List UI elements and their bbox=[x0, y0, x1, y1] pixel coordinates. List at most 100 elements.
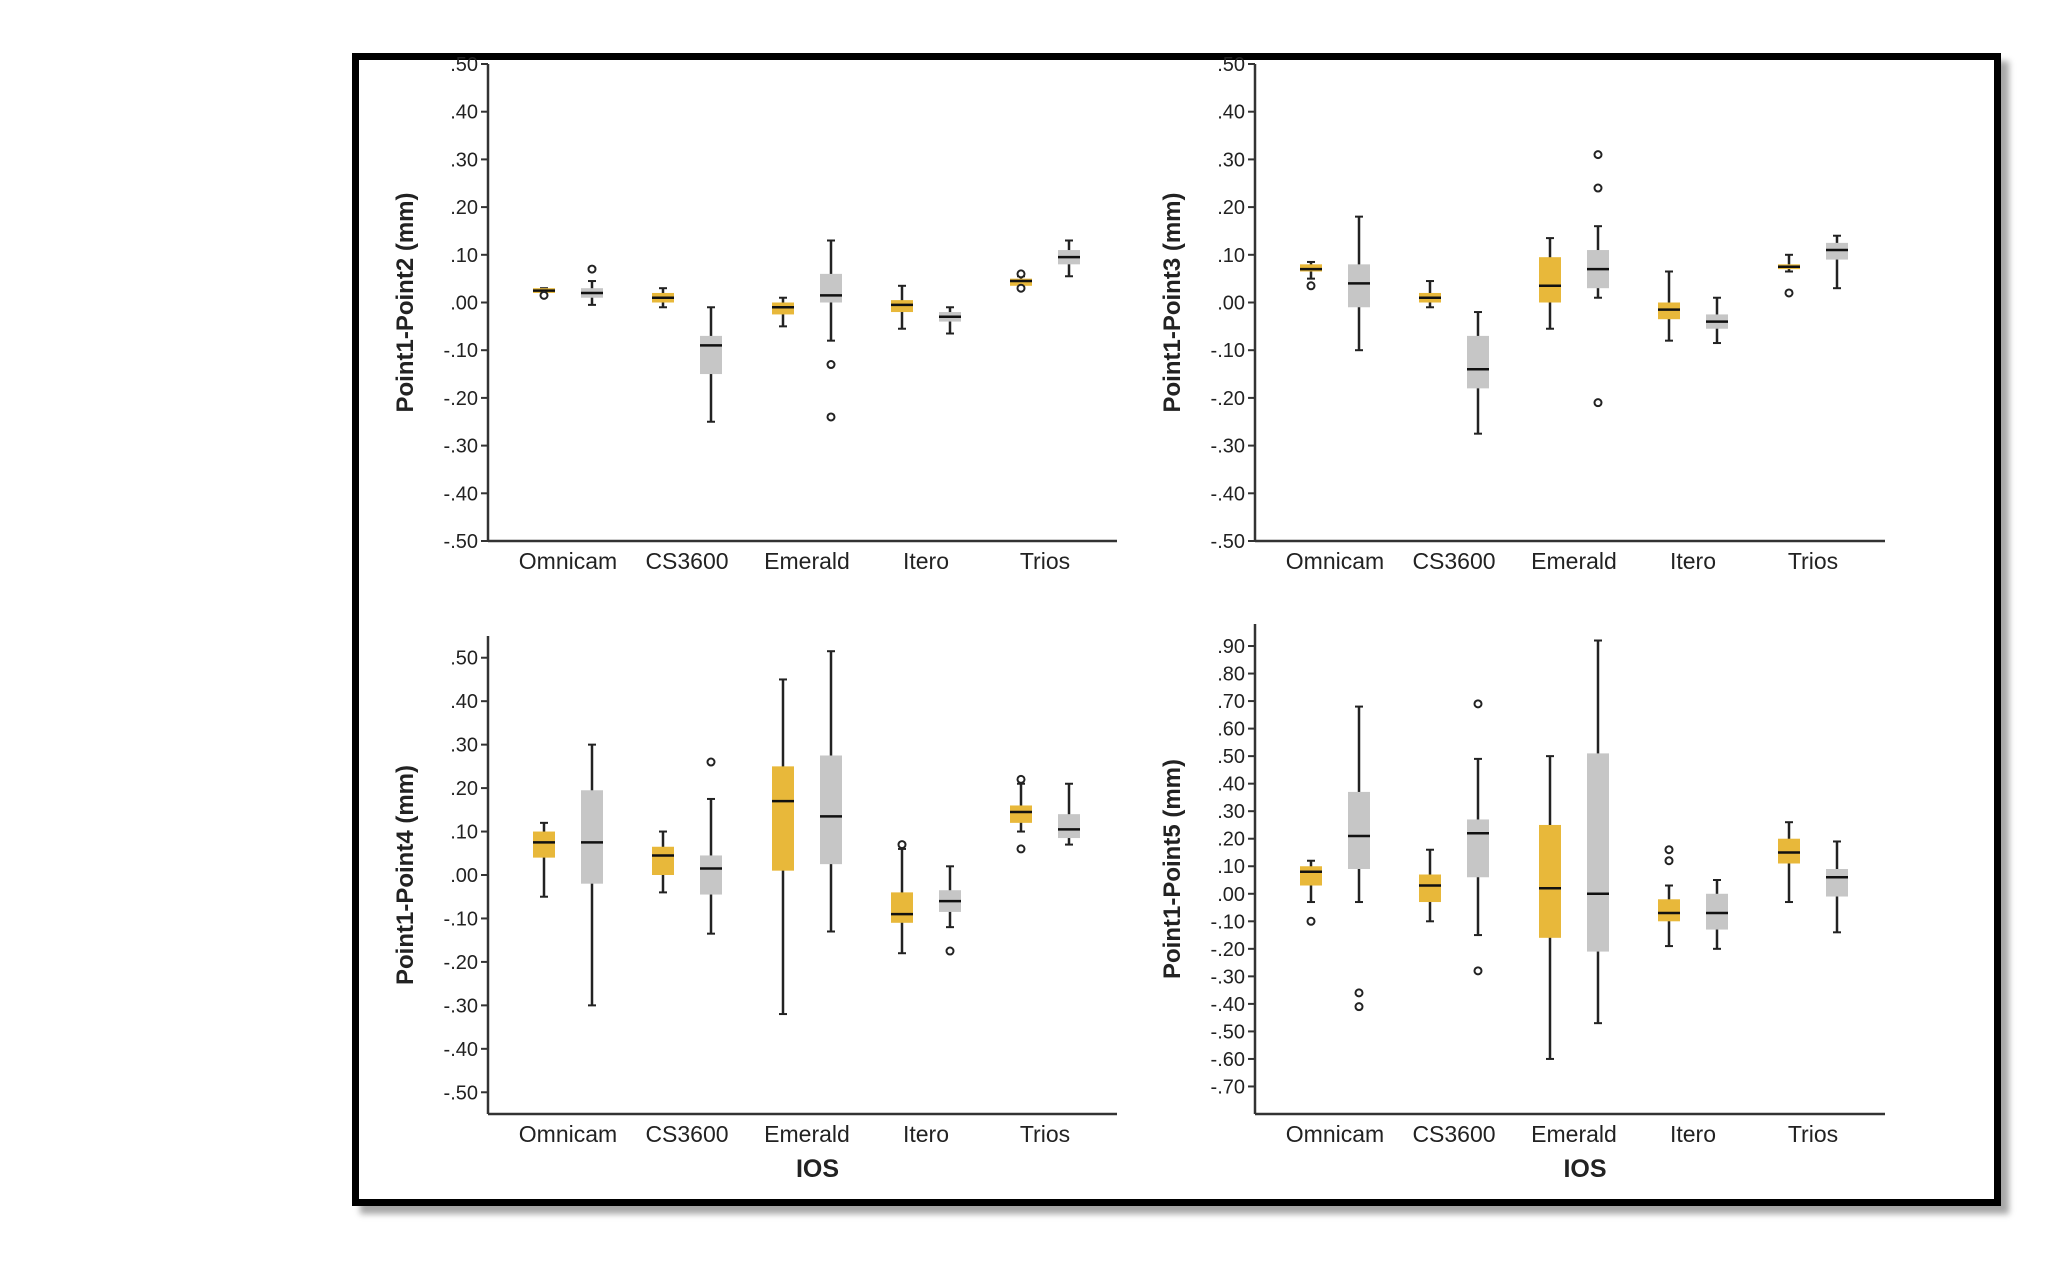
box-itero-series-1 bbox=[891, 840, 913, 955]
iqr-box bbox=[652, 846, 674, 875]
outlier-point bbox=[1016, 844, 1026, 854]
x-axis-title: IOS bbox=[796, 1155, 839, 1183]
x-category-label: Omnicam bbox=[519, 1121, 617, 1147]
iqr-box bbox=[1778, 838, 1800, 864]
y-tick-label: .50 bbox=[1217, 746, 1245, 768]
box-cs3600-series-2 bbox=[1467, 699, 1489, 976]
x-category-label: Itero bbox=[903, 548, 949, 574]
box-trios-series-1 bbox=[1010, 269, 1032, 293]
outlier-point bbox=[826, 412, 836, 422]
box-cs3600-series-1 bbox=[652, 830, 674, 894]
y-tick-label: .20 bbox=[450, 197, 478, 219]
outlier-point bbox=[1473, 966, 1483, 976]
box-emerald-series-2 bbox=[820, 650, 842, 933]
box-trios-series-2 bbox=[1826, 840, 1848, 934]
box-itero-series-1 bbox=[1658, 270, 1680, 342]
y-tick-label: .70 bbox=[1217, 691, 1245, 713]
y-tick-label: -.50 bbox=[444, 1082, 478, 1104]
y-tick-label: -.10 bbox=[444, 908, 478, 930]
x-category-label: Emerald bbox=[1531, 1121, 1617, 1147]
iqr-box bbox=[1348, 791, 1370, 869]
outlier-point bbox=[1593, 398, 1603, 408]
y-tick-label: .10 bbox=[1217, 856, 1245, 878]
figure-frame bbox=[352, 53, 2001, 1206]
box-trios-series-2 bbox=[1826, 234, 1848, 290]
x-category-label: Emerald bbox=[764, 548, 850, 574]
x-category-label: Omnicam bbox=[1286, 1121, 1384, 1147]
y-tick-label: .90 bbox=[1217, 636, 1245, 658]
iqr-box bbox=[772, 766, 794, 871]
x-category-label: Omnicam bbox=[519, 548, 617, 574]
box-cs3600-series-2 bbox=[700, 306, 722, 423]
iqr-box bbox=[1300, 866, 1322, 886]
y-tick-label: .20 bbox=[1217, 197, 1245, 219]
y-tick-label: .40 bbox=[450, 102, 478, 124]
x-category-label: Itero bbox=[1670, 548, 1716, 574]
y-tick-label: .30 bbox=[1217, 801, 1245, 823]
box-omnicam-series-1 bbox=[1300, 260, 1322, 291]
outlier-point bbox=[1354, 988, 1364, 998]
boxplot-panel-3: .50 .40 .30 .20 .10 .00 -.10 -.20 -.30 -.40 -.50 Po… bbox=[392, 636, 1117, 1183]
y-tick-label: -.50 bbox=[1211, 1021, 1245, 1043]
y-tick-label: .80 bbox=[1217, 664, 1245, 686]
y-tick-label: .00 bbox=[1217, 884, 1245, 906]
box-itero-series-2 bbox=[939, 306, 961, 335]
y-tick-label: -.70 bbox=[1211, 1076, 1245, 1098]
box-emerald-series-1 bbox=[772, 296, 794, 328]
y-tick-label: .50 bbox=[450, 54, 478, 76]
y-tick-label: .20 bbox=[450, 778, 478, 800]
y-tick-label: .10 bbox=[1217, 245, 1245, 267]
y-tick-label: -.20 bbox=[444, 952, 478, 974]
box-omnicam-series-2 bbox=[581, 743, 603, 1007]
y-tick-label: -.10 bbox=[444, 340, 478, 362]
box-emerald-series-2 bbox=[820, 239, 842, 422]
y-tick-label: .30 bbox=[1217, 149, 1245, 171]
box-itero-series-1 bbox=[1658, 845, 1680, 948]
outlier-point bbox=[539, 290, 549, 300]
x-axis-title: IOS bbox=[1563, 1155, 1606, 1183]
box-trios-series-2 bbox=[1058, 239, 1080, 278]
iqr-box bbox=[820, 273, 842, 303]
y-axis-title: Point1-Point3 (mm) bbox=[1159, 193, 1186, 413]
iqr-box bbox=[1010, 805, 1032, 823]
y-tick-label: .50 bbox=[450, 648, 478, 670]
box-emerald-series-1 bbox=[772, 678, 794, 1016]
iqr-box bbox=[533, 831, 555, 858]
outlier-point bbox=[1306, 916, 1316, 926]
y-axis-title: Point1-Point2 (mm) bbox=[392, 193, 419, 413]
box-emerald-series-2 bbox=[1587, 639, 1609, 1025]
x-category-label: Trios bbox=[1788, 1121, 1838, 1147]
box-emerald-series-2 bbox=[1587, 150, 1609, 408]
x-category-label: CS3600 bbox=[645, 548, 728, 574]
y-axis-title: Point1-Point5 (mm) bbox=[1159, 759, 1186, 979]
box-cs3600-series-2 bbox=[1467, 311, 1489, 435]
y-tick-label: -.10 bbox=[1211, 340, 1245, 362]
outlier-point bbox=[1306, 281, 1316, 291]
y-tick-label: .40 bbox=[1217, 774, 1245, 796]
y-tick-label: -.30 bbox=[1211, 966, 1245, 988]
boxplot-panel-4: .90 .80 .70 .60 .50 .40 .30 .20 .10 .00 -.10 -.20 -.… bbox=[1159, 624, 1885, 1183]
x-category-label: CS3600 bbox=[1412, 548, 1495, 574]
y-tick-label: -.30 bbox=[444, 995, 478, 1017]
outlier-point bbox=[897, 840, 907, 850]
iqr-box bbox=[891, 892, 913, 923]
outlier-point bbox=[1664, 856, 1674, 866]
outlier-point bbox=[1664, 845, 1674, 855]
y-tick-label: .50 bbox=[1217, 54, 1245, 76]
outlier-point bbox=[1473, 699, 1483, 709]
iqr-box bbox=[1587, 753, 1609, 952]
y-axis-title: Point1-Point4 (mm) bbox=[392, 765, 419, 985]
y-tick-label: -.40 bbox=[1211, 483, 1245, 505]
y-tick-label: .30 bbox=[450, 735, 478, 757]
iqr-box bbox=[700, 335, 722, 375]
outlier-point bbox=[1016, 269, 1026, 279]
iqr-box bbox=[1467, 335, 1489, 389]
box-omnicam-series-2 bbox=[1348, 705, 1370, 1012]
outlier-point bbox=[1784, 288, 1794, 298]
iqr-box bbox=[1658, 899, 1680, 922]
y-tick-label: -.10 bbox=[1211, 911, 1245, 933]
iqr-box bbox=[820, 755, 842, 865]
outlier-point bbox=[945, 946, 955, 956]
y-tick-label: -.30 bbox=[444, 436, 478, 458]
